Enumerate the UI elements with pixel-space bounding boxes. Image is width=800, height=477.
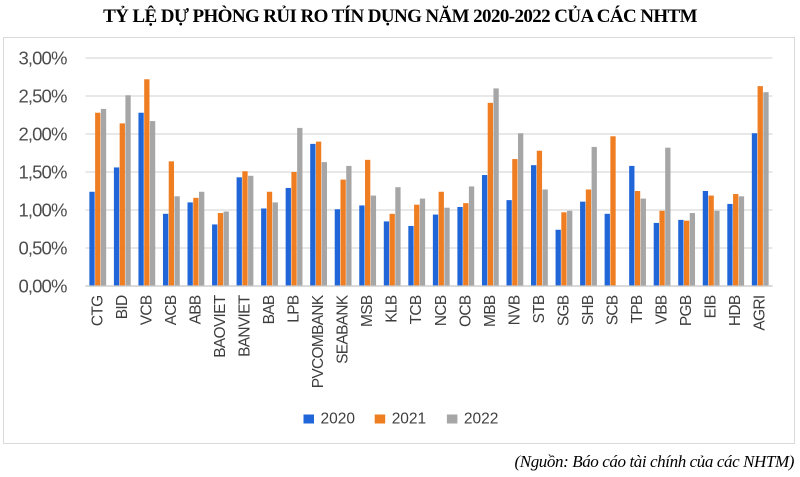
svg-text:AGRI: AGRI xyxy=(752,296,769,331)
svg-text:0,50%: 0,50% xyxy=(19,238,67,259)
svg-text:VBB: VBB xyxy=(654,295,671,324)
svg-text:MSB: MSB xyxy=(359,295,376,327)
svg-text:0,00%: 0,00% xyxy=(19,276,67,297)
svg-text:STB: STB xyxy=(531,295,548,323)
svg-text:TCB: TCB xyxy=(408,295,425,324)
svg-text:1,00%: 1,00% xyxy=(19,200,67,221)
svg-text:CTG: CTG xyxy=(89,296,106,327)
svg-text:ABB: ABB xyxy=(187,295,204,324)
svg-text:EIB: EIB xyxy=(703,295,720,318)
svg-text:MBB: MBB xyxy=(482,295,499,327)
svg-text:KLB: KLB xyxy=(384,295,401,323)
svg-text:BAOVIET: BAOVIET xyxy=(212,294,229,358)
svg-text:3,00%: 3,00% xyxy=(19,48,67,69)
svg-text:PGB: PGB xyxy=(678,295,695,326)
svg-text:1,50%: 1,50% xyxy=(19,162,67,183)
svg-text:BANVIET: BANVIET xyxy=(236,294,253,357)
svg-text:SCB: SCB xyxy=(605,295,622,325)
svg-text:2021: 2021 xyxy=(392,411,426,428)
svg-text:BID: BID xyxy=(114,295,131,319)
svg-text:NCB: NCB xyxy=(433,295,450,326)
svg-text:SEABANK: SEABANK xyxy=(335,294,352,364)
svg-text:2,50%: 2,50% xyxy=(19,86,67,107)
svg-text:BAB: BAB xyxy=(261,295,278,324)
svg-text:ACB: ACB xyxy=(163,295,180,325)
svg-text:SGB: SGB xyxy=(555,295,572,326)
svg-text:2022: 2022 xyxy=(464,411,498,428)
svg-text:2020: 2020 xyxy=(321,411,356,428)
svg-text:2,00%: 2,00% xyxy=(19,124,67,145)
svg-text:SHB: SHB xyxy=(580,295,597,325)
svg-text:NVB: NVB xyxy=(506,295,523,325)
svg-text:LPB: LPB xyxy=(286,295,303,323)
svg-text:PVCOMBANK: PVCOMBANK xyxy=(310,294,327,388)
svg-text:OCB: OCB xyxy=(457,295,474,327)
svg-text:VCB: VCB xyxy=(138,295,155,325)
svg-text:TPB: TPB xyxy=(629,295,646,323)
svg-text:HDB: HDB xyxy=(727,295,744,326)
